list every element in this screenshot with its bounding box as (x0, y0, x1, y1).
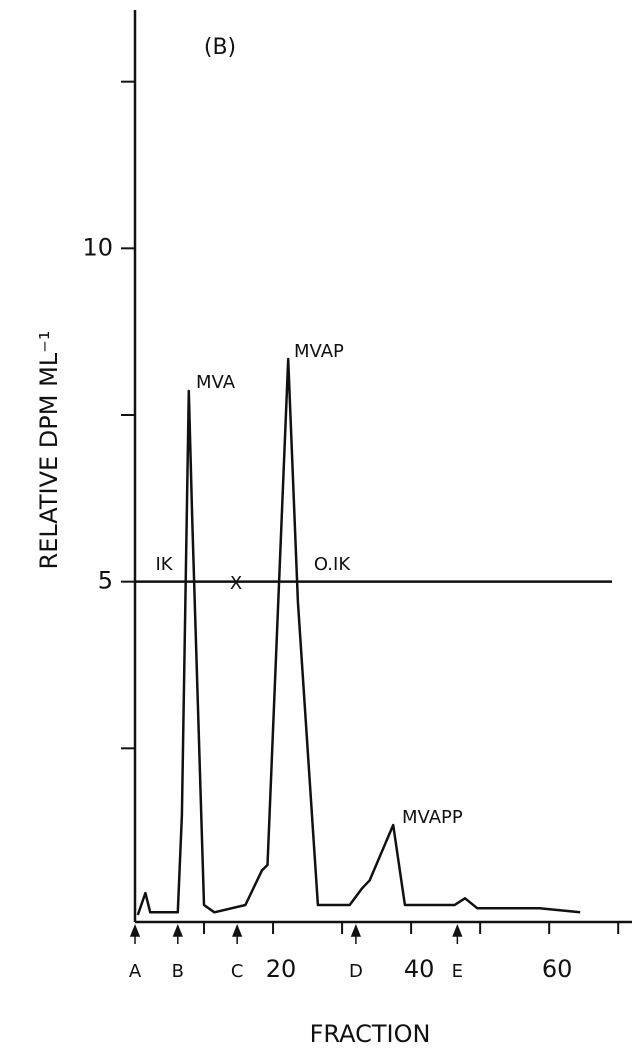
annotation: IK (155, 554, 173, 575)
y-tick-label: 5 (98, 567, 113, 595)
annotation: MVAPP (402, 807, 463, 828)
x-tick-label: 60 (542, 955, 573, 983)
marker-label: E (452, 961, 463, 982)
x-axis-label: FRACTION (310, 1020, 431, 1048)
marker-arrow (350, 923, 361, 944)
marker-arrow (452, 923, 463, 944)
chart-title: (B) (204, 35, 236, 60)
marker-arrow (232, 923, 243, 944)
annotation: MVA (196, 372, 236, 393)
x-tick-label: 20 (266, 955, 297, 983)
marker-arrow (172, 923, 183, 944)
data-line (136, 357, 581, 916)
marker-arrow (129, 923, 141, 944)
annotation: O.IK (314, 554, 351, 575)
y-tick-label: 10 (82, 233, 113, 261)
y-axis-label: RELATIVE DPM ML⁻¹ (35, 331, 63, 570)
annotation: MVAP (294, 341, 344, 362)
marker-label: B (172, 961, 184, 982)
marker-label: D (349, 961, 363, 982)
marker-label: C (231, 961, 244, 982)
annotation: X (230, 573, 242, 594)
x-tick-label: 40 (404, 955, 435, 983)
marker-label: A (129, 961, 142, 982)
